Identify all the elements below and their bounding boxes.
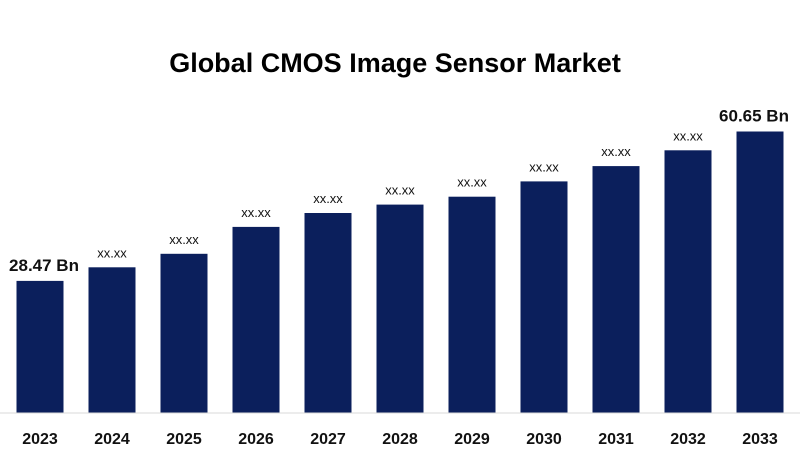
bar-2025	[160, 253, 208, 413]
x-tick-label-2026: 2026	[238, 431, 274, 448]
bar-2029	[448, 196, 496, 413]
bar-2030	[520, 181, 568, 413]
x-tick-label-2027: 2027	[310, 431, 346, 448]
x-tick-label-2028: 2028	[382, 431, 418, 448]
x-tick-label-2029: 2029	[454, 431, 490, 448]
data-label-2027: xx.xx	[313, 191, 343, 206]
bar-2026	[232, 226, 280, 413]
x-axis-ticks: 2023 2024 2025 2026 2027 2028 2029 2030 2031 2032…	[22, 431, 778, 448]
data-label-2028: xx.xx	[385, 183, 415, 198]
x-tick-label-2024: 2024	[94, 431, 130, 448]
data-label-2033: 60.65 Bn	[719, 107, 789, 126]
data-label-2024: xx.xx	[97, 245, 127, 260]
data-label-2023: 28.47 Bn	[9, 256, 79, 275]
bar-2031	[592, 166, 640, 413]
x-tick-label-2030: 2030	[526, 431, 562, 448]
bar-2024	[88, 267, 136, 413]
bar-2028	[376, 204, 424, 413]
x-tick-label-2031: 2031	[598, 431, 634, 448]
bar-2033	[736, 131, 784, 413]
bars-group	[16, 131, 784, 414]
x-tick-label-2033: 2033	[742, 431, 778, 448]
x-tick-label-2032: 2032	[670, 431, 706, 448]
data-label-2032: xx.xx	[673, 128, 703, 143]
data-label-2030: xx.xx	[529, 159, 559, 174]
data-label-2031: xx.xx	[601, 144, 631, 159]
bar-2032	[664, 150, 712, 414]
data-labels-group: 28.47 Bn xx.xx xx.xx xx.xx xx.xx xx.xx xx.xx xx…	[9, 107, 789, 275]
bar-2023	[16, 280, 64, 413]
bar-2027	[304, 213, 352, 413]
data-label-2025: xx.xx	[169, 232, 199, 247]
x-tick-label-2025: 2025	[166, 431, 202, 448]
data-label-2029: xx.xx	[457, 175, 487, 190]
data-label-2026: xx.xx	[241, 205, 271, 220]
chart-title: Global CMOS Image Sensor Market	[169, 48, 621, 78]
x-tick-label-2023: 2023	[22, 431, 58, 448]
